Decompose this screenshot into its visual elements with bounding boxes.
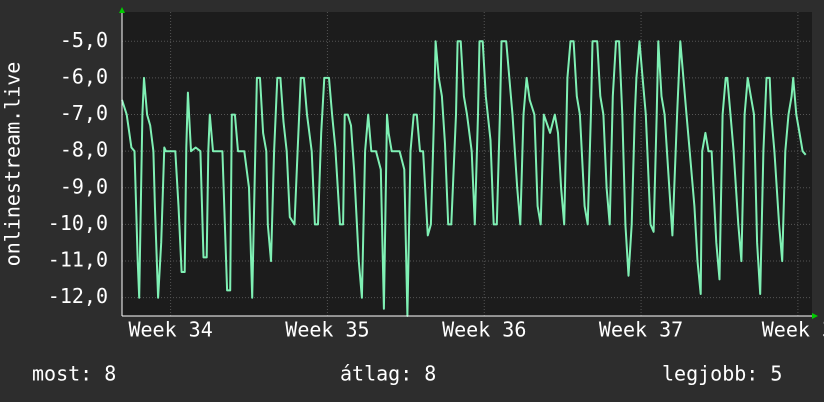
x-tick-label: Week 3 [762, 318, 824, 342]
marks [121, 40, 807, 317]
y-tick-label: -6,0 [60, 64, 108, 88]
y-axis-label: onlinestream.live [1, 62, 25, 267]
y-tick-label: -8,0 [60, 138, 108, 162]
stat-label: most: 8 [32, 362, 116, 386]
y-tick-label: -7,0 [60, 101, 108, 125]
stat-label: átlag: 8 [340, 362, 436, 386]
y-tick-label: -11,0 [48, 248, 108, 272]
y-tick-label: -12,0 [48, 284, 108, 308]
x-arrow [812, 313, 818, 319]
y-arrow [119, 7, 125, 13]
x-tick-label: Week 37 [599, 318, 683, 342]
data-line [121, 40, 807, 317]
y-tick-label: -9,0 [60, 174, 108, 198]
grid [122, 12, 812, 316]
labels: -5,0 -6,0 -7,0 -8,0 -9,0 -10,0 -11,0 -12,0 Week … [48, 28, 824, 342]
x-tick-label: Week 35 [285, 318, 369, 342]
x-tick-label: Week 34 [128, 318, 212, 342]
stat-label: legjobb: 5 [662, 362, 782, 386]
y-tick-label: -5,0 [60, 28, 108, 52]
x-tick-label: Week 36 [442, 318, 526, 342]
y-tick-label: -10,0 [48, 211, 108, 235]
